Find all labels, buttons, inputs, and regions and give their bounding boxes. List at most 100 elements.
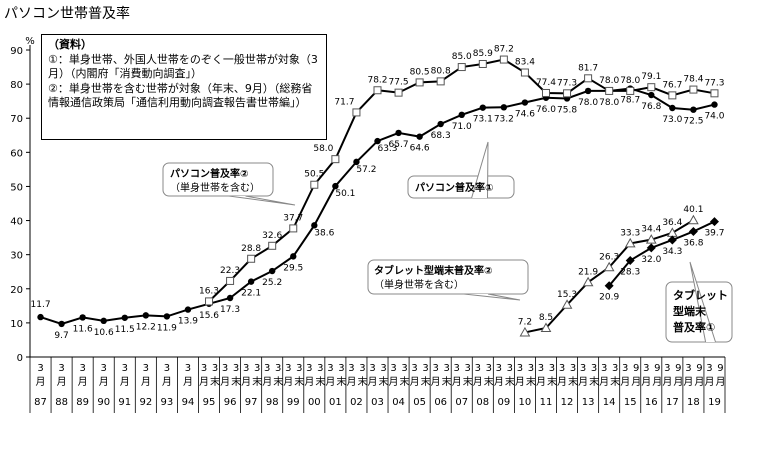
data-point-square: [394, 88, 403, 97]
data-label-triangle: 21.9: [578, 267, 598, 277]
data-label-square: 16.3: [199, 286, 219, 296]
x-tick-label-unit-2: 月: [631, 376, 641, 388]
x-tick-label-month: 3: [496, 363, 502, 374]
x-tick-label-month: 3: [348, 363, 354, 374]
x-tick-label-month-2: 3: [212, 363, 218, 374]
x-tick-label-year: 10: [519, 397, 532, 408]
data-point-triangle: [645, 234, 657, 244]
x-tick-label-unit: 月: [494, 376, 504, 388]
data-label-square: 77.5: [389, 78, 409, 88]
data-label-square: 77.3: [557, 78, 577, 88]
x-tick-label-month: 3: [101, 363, 107, 374]
data-point-circle: [37, 313, 44, 321]
data-point-square: [605, 86, 614, 95]
x-tick-label-year: 15: [624, 397, 637, 408]
x-tick-label-month-2: 3: [486, 363, 492, 374]
x-tick-label-unit-2: 末: [294, 375, 304, 388]
x-tick-label-month-2: 3: [422, 363, 428, 374]
x-tick-label-year: 11: [540, 397, 553, 408]
x-tick-label-year: 14: [603, 397, 616, 408]
x-tick-label-month: 3: [432, 363, 438, 374]
x-tick-label-unit-2: 末: [463, 375, 473, 388]
x-tick-label-unit-2: 末: [526, 375, 536, 388]
data-label-circle: 11.7: [31, 300, 51, 310]
x-tick-label-unit-2: 月: [694, 376, 704, 388]
x-tick-label-month-2: 3: [549, 363, 555, 374]
data-point-circle: [121, 314, 128, 321]
x-tick-label-month-2: 3: [591, 363, 597, 374]
data-label-square: 78.0: [620, 76, 640, 86]
data-label-circle: 75.8: [557, 105, 577, 115]
x-tick-label-year: 09: [497, 397, 510, 408]
chart-series: [37, 55, 719, 337]
data-point-square: [331, 155, 340, 164]
x-tick-label-unit: 月: [283, 376, 293, 388]
data-label-square: 79.1: [641, 72, 661, 82]
data-point-circle: [416, 133, 423, 140]
data-point-triangle: [582, 276, 594, 287]
x-tick-label-month: 3: [285, 363, 291, 374]
x-tick-label-unit-2: 末: [505, 375, 515, 388]
data-label-circle: 15.6: [199, 311, 219, 321]
callout-tab2-note: （単身世帯を含む）: [374, 278, 464, 291]
y-tick-label: 10: [10, 319, 23, 330]
x-tick-label-year: 08: [476, 397, 489, 408]
data-point-square: [415, 78, 424, 87]
data-point-circle: [226, 294, 234, 302]
data-point-diamond: [667, 235, 677, 245]
x-tick-label-unit: 月: [473, 376, 483, 388]
data-label-square: 37.7: [283, 213, 303, 223]
x-tick-label-month: 3: [143, 363, 149, 374]
x-tick-label-year: 95: [203, 397, 216, 408]
data-label-circle: 73.1: [473, 115, 493, 125]
data-label-circle: 11.6: [73, 324, 93, 334]
x-tick-label-month: 3: [243, 363, 249, 374]
data-label-circle: 17.3: [220, 305, 240, 315]
data-label-triangle: 34.4: [641, 225, 661, 235]
source-note-line-1: ①：単身世帯、外国人世帯をのぞく一般世帯が対象（3月）（内閣府「消費動向調査」）: [48, 52, 318, 81]
callout-tab1-tail: [689, 261, 716, 343]
x-tick-label-unit: 月: [368, 376, 378, 388]
y-tick-label: 70: [10, 114, 23, 125]
x-tick-label-year: 17: [666, 397, 679, 408]
data-label-circle: 57.2: [356, 165, 376, 175]
callout-tab2-tail: [463, 293, 521, 301]
data-label-circle: 74.6: [515, 110, 535, 120]
x-tick-label-unit: 月: [120, 376, 130, 388]
x-tick-label-year: 13: [582, 397, 595, 408]
data-label-circle: 38.6: [314, 228, 334, 238]
y-tick-label: 90: [10, 46, 23, 57]
data-point-circle: [458, 111, 465, 119]
data-point-circle: [584, 87, 592, 95]
data-label-circle: 76.8: [641, 102, 661, 112]
data-label-circle: 10.6: [94, 328, 114, 338]
data-point-circle: [311, 222, 318, 229]
chart-data-labels: 11.79.711.6 10.6 11.5 12.2 11.913.915.617.32…: [31, 45, 725, 341]
data-label-circle: 73.2: [494, 114, 514, 124]
data-label-triangle: 40.1: [683, 205, 703, 215]
data-label-square: 71.7: [334, 97, 354, 107]
x-tick-label-month-2: 3: [528, 363, 534, 374]
x-tick-label-year: 12: [561, 397, 574, 408]
x-tick-label-month-2: 3: [296, 363, 302, 374]
x-tick-label-month: 3: [517, 363, 523, 374]
data-point-diamond: [709, 217, 719, 227]
data-point-circle: [163, 313, 171, 320]
x-tick-label-unit: 月: [99, 376, 109, 388]
x-tick-label-unit: 月: [325, 376, 335, 388]
data-label-circle: 64.6: [410, 144, 430, 154]
chart-callouts: パソコン普及率②（単身世帯を含む） パソコン普及率①タブレット型端末普及率②（単身…: [162, 141, 733, 343]
data-point-triangle: [540, 322, 552, 333]
x-tick-label-unit-2: 末: [210, 375, 220, 388]
x-tick-label-month: 3: [369, 363, 375, 374]
data-point-circle: [437, 120, 444, 128]
x-tick-label-year: 18: [687, 397, 700, 408]
x-tick-label-month: 3: [222, 363, 228, 374]
x-tick-label-year: 96: [224, 397, 237, 408]
x-tick-label-unit: 月: [199, 376, 209, 388]
y-tick-label: 60: [10, 148, 23, 159]
data-point-circle: [521, 99, 529, 106]
data-point-circle: [669, 104, 676, 112]
x-tick-label-unit-2: 末: [231, 375, 241, 388]
x-tick-label-unit: 月: [36, 376, 46, 388]
